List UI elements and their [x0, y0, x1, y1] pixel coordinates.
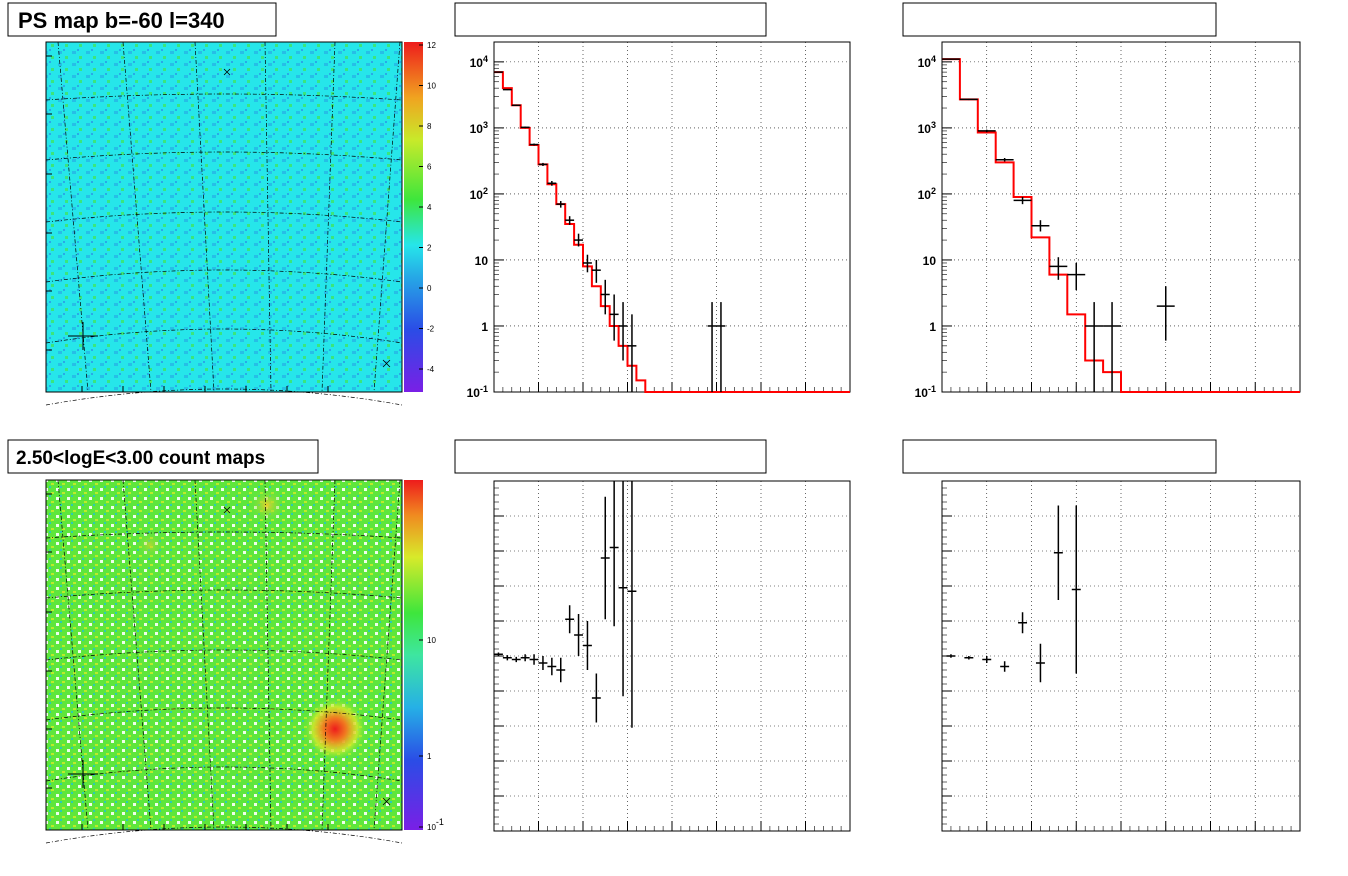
latitude-line: [45, 151, 403, 161]
x-marker: [223, 68, 231, 76]
count-map-texture: [46, 480, 402, 830]
coordinate-grid: [45, 41, 403, 406]
colorbar-tick-label: 10-1: [427, 817, 444, 832]
colorbar-tick-label: 0: [427, 284, 432, 293]
count-map-title: 2.50<logE<3.00 count maps: [16, 448, 265, 469]
y-tick-label: 102: [470, 186, 488, 202]
colorbar-tick-label: 2: [427, 244, 432, 253]
longitude-line: [264, 479, 272, 831]
count-map-frame: [45, 479, 403, 831]
target-cross-marker: [68, 760, 98, 788]
y-tick-label: 1: [481, 320, 488, 334]
residual-chart-coarse: [902, 439, 1301, 832]
count-colorbar-ticks: 10 1 10-1: [419, 636, 444, 832]
y-tick-label: 10: [923, 254, 937, 268]
colorbar-tick-label: 8: [427, 122, 432, 131]
count-map-panel: 2.50<logE<3.00 count maps 10 1 10-1: [7, 439, 444, 844]
y-tick-label: 104: [470, 54, 488, 70]
colorbar-tick-label: 1: [427, 752, 432, 761]
count-map-coordinate-grid: [45, 479, 403, 844]
chart-title-box: [454, 439, 767, 474]
plot-frame: [493, 41, 851, 393]
count-colorbar: [404, 480, 423, 830]
target-cross-marker: [68, 322, 98, 350]
latitude-line: [45, 328, 403, 344]
y-tick-label: 10-1: [467, 384, 488, 400]
map-title: PS map b=-60 l=340: [18, 8, 225, 33]
longitude-line: [321, 41, 336, 393]
colorbar: [404, 42, 423, 392]
residual-chart-fine: [454, 439, 851, 832]
longitude-line: [264, 41, 272, 393]
count-map-axis-ticks: [46, 493, 329, 830]
colorbar-ticks: 12 10 8 6 4 2 0 -2 -4: [419, 41, 436, 374]
latitude-line: [45, 766, 403, 782]
latitude-line: [45, 388, 403, 406]
source-blob-k: [249, 487, 285, 523]
y-tick-label: 102: [918, 186, 936, 202]
colorbar-tick-label: 10: [427, 82, 436, 91]
chart-title-box: [902, 2, 1217, 37]
latitude-line: [45, 826, 403, 844]
y-tick-label: 103: [918, 120, 936, 136]
latitude-line: [45, 93, 403, 101]
spectrum-chart-fine: 10-1 1 10 102 103 104: [454, 2, 851, 400]
y-tick-label: 10-1: [915, 384, 936, 400]
chart-title-box: [454, 2, 767, 37]
plot-frame: [941, 41, 1301, 393]
y-tick-label: 104: [918, 54, 936, 70]
chart-title-box: [902, 439, 1217, 474]
spectrum-chart-coarse: 10-1 1 10 102 103 104: [902, 2, 1301, 400]
colorbar-tick-label: 6: [427, 163, 432, 172]
map-texture: [46, 42, 402, 392]
latitude-line: [45, 589, 403, 599]
y-tick-label: 10: [475, 254, 489, 268]
latitude-line: [45, 211, 403, 223]
latitude-line: [45, 649, 403, 661]
y-tick-label: 1: [929, 320, 936, 334]
source-blob-d: [136, 531, 164, 559]
colorbar-tick-label: -4: [427, 365, 435, 374]
colorbar-tick-label: -2: [427, 325, 435, 334]
longitude-line: [321, 479, 336, 831]
map-axis-ticks: [46, 55, 329, 392]
map-title-box: [7, 2, 277, 37]
colorbar-tick-label: 12: [427, 41, 436, 50]
map-frame: [45, 41, 403, 393]
latitude-line: [45, 707, 403, 721]
plot-frame: [941, 480, 1301, 832]
x-marker: [223, 506, 231, 514]
x-marker: [382, 359, 391, 368]
latitude-line: [45, 269, 403, 283]
model-histogram: [942, 58, 1300, 393]
colorbar-tick-label: 4: [427, 203, 432, 212]
latitude-line: [45, 531, 403, 539]
bright-source-blob: [303, 697, 367, 761]
count-map-title-box: [7, 439, 319, 474]
colorbar-tick-label: 10: [427, 636, 436, 645]
y-tick-label: 103: [470, 120, 488, 136]
x-marker: [382, 797, 391, 806]
sky-map-panel: PS map b=-60 l=340 12 10 8 6 4 2 0 -2 -4: [7, 2, 436, 406]
